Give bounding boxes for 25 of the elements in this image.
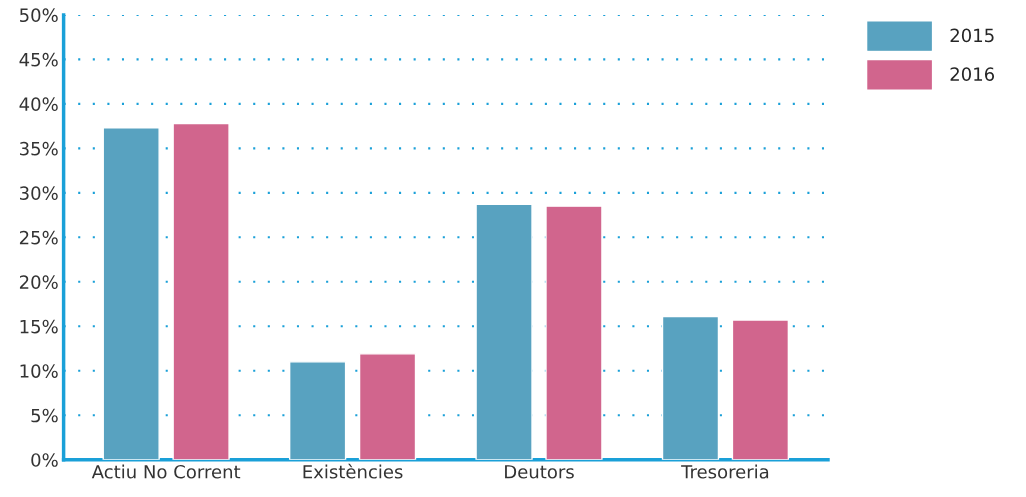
x-tick-label: Deutors xyxy=(505,465,574,479)
legend-label: 2016 xyxy=(950,67,995,81)
x-tick-label: Tresoreria xyxy=(681,464,769,479)
y-tick-label: 45% xyxy=(19,52,58,67)
y-tick-label: 35% xyxy=(20,141,58,156)
y-tick-label: 0% xyxy=(31,453,58,467)
bar xyxy=(661,315,720,460)
x-tick-label: Existències xyxy=(303,463,403,479)
legend-label: 2015 xyxy=(950,28,994,43)
x-tick-label: Actiu No Corrent xyxy=(91,464,241,479)
y-tick-label: 50% xyxy=(20,8,58,23)
y-tick-label: 30% xyxy=(20,186,58,200)
y-tick-label: 15% xyxy=(20,319,58,334)
bar xyxy=(172,122,230,460)
bar xyxy=(731,319,790,460)
y-tick-label: 40% xyxy=(19,97,58,111)
bar xyxy=(102,127,160,460)
y-tick-label: 10% xyxy=(20,364,58,378)
y-tick-label: 25% xyxy=(19,230,58,245)
bar xyxy=(288,361,347,460)
bar xyxy=(475,203,533,460)
y-tick-label: 20% xyxy=(19,275,58,289)
bar xyxy=(545,205,603,460)
bar xyxy=(358,353,417,460)
y-tick-label: 5% xyxy=(31,408,58,423)
